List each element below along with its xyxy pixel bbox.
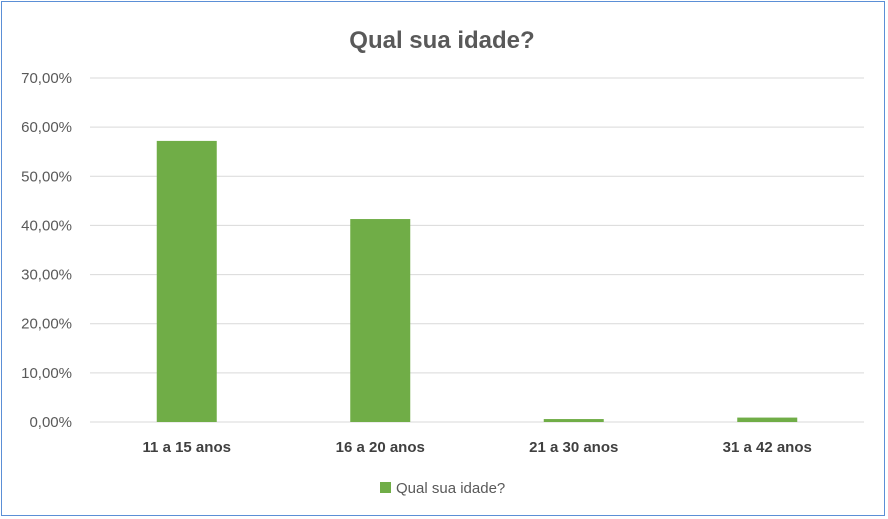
bars xyxy=(156,140,798,422)
x-axis-ticks: 11 a 15 anos 16 a 20 anos 21 a 30 anos 31 a… xyxy=(143,439,812,456)
y-tick-label: 50,00% xyxy=(21,168,72,185)
y-tick-label: 10,00% xyxy=(21,365,72,382)
y-tick-label: 70,00% xyxy=(21,70,72,87)
x-tick-label: 16 a 20 anos xyxy=(336,439,425,456)
bar xyxy=(737,417,798,422)
x-tick-label: 31 a 42 anos xyxy=(723,439,812,456)
bar xyxy=(156,140,217,422)
x-tick-label: 21 a 30 anos xyxy=(529,439,618,456)
grid-lines xyxy=(90,77,864,423)
legend: Qual sua idade? xyxy=(380,480,505,497)
y-tick-label: 60,00% xyxy=(21,119,72,136)
y-tick-label: 30,00% xyxy=(21,267,72,284)
y-tick-label: 0,00% xyxy=(29,414,72,431)
legend-swatch xyxy=(380,482,391,493)
chart-title: Qual sua idade? xyxy=(349,27,534,54)
y-axis-ticks: 0,00% 10,00% 20,00% 30,00% 40,00% 50,00% 60,00… xyxy=(21,70,72,431)
x-tick-label: 11 a 15 anos xyxy=(143,439,231,456)
legend-label: Qual sua idade? xyxy=(396,480,505,497)
bar xyxy=(543,419,604,422)
y-tick-label: 40,00% xyxy=(21,217,72,234)
bar xyxy=(350,219,411,422)
y-tick-label: 20,00% xyxy=(21,316,72,333)
